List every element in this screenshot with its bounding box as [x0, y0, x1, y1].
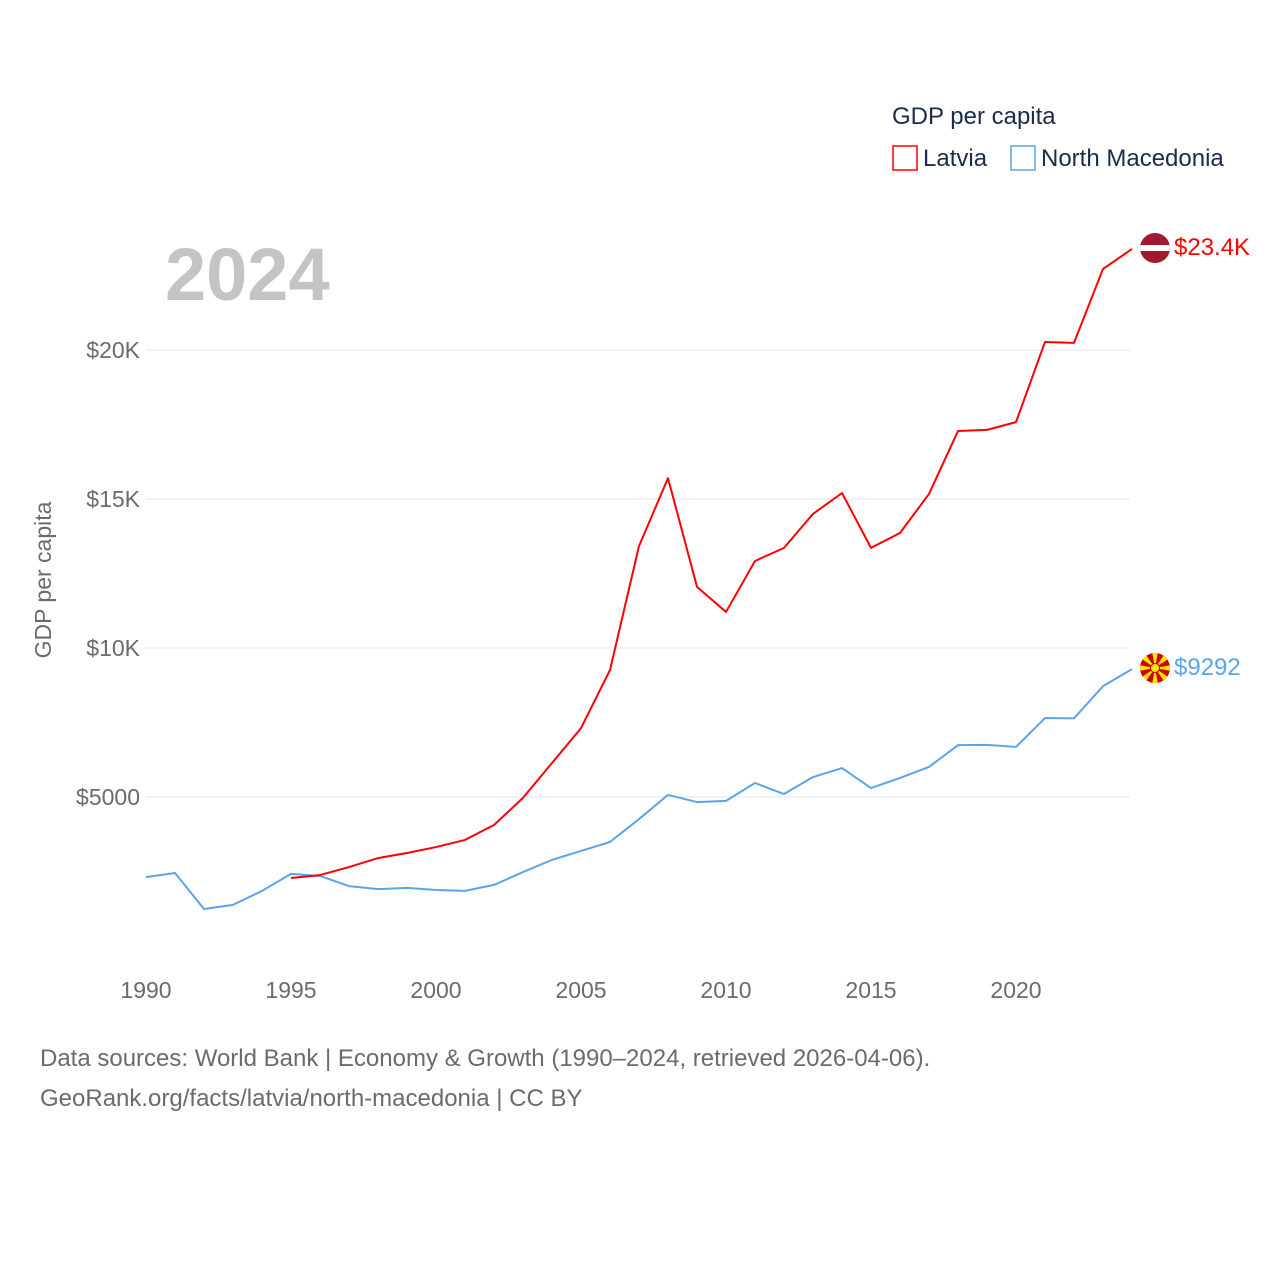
legend-item-north-macedonia[interactable]: North Macedonia	[1010, 145, 1224, 172]
north-macedonia-flag-icon	[1140, 653, 1170, 683]
y-tick-label: $15K	[86, 486, 140, 512]
latvia-flag-icon	[1140, 233, 1170, 263]
legend-title: GDP per capita	[892, 103, 1056, 130]
end-label-latvia: $23.4K	[1174, 234, 1250, 261]
footer-sources: Data sources: World Bank | Economy & Gro…	[40, 1045, 931, 1072]
legend-label-latvia: Latvia	[923, 145, 988, 172]
x-tick-label: 1995	[265, 977, 316, 1003]
x-tick-label: 2010	[700, 977, 751, 1003]
x-tick-label: 2000	[410, 977, 461, 1003]
legend-item-latvia[interactable]: Latvia	[892, 145, 988, 172]
legend-swatch-latvia	[892, 145, 918, 171]
legend-label-north-macedonia: North Macedonia	[1041, 145, 1224, 172]
series-line-latvia	[290, 248, 1133, 880]
end-label-north-macedonia: $9292	[1174, 654, 1241, 681]
x-tick-label: 2020	[990, 977, 1041, 1003]
x-tick-label: 2015	[845, 977, 896, 1003]
y-tick-label: $10K	[86, 635, 140, 661]
x-tick-label: 2005	[555, 977, 606, 1003]
x-tick-label: 1990	[120, 977, 171, 1003]
footer-link[interactable]: GeoRank.org/facts/latvia/north-macedonia…	[40, 1085, 583, 1112]
y-axis-label: GDP per capita	[30, 501, 56, 658]
legend-swatch-north-macedonia	[1010, 145, 1036, 171]
y-tick-label: $20K	[86, 337, 140, 363]
year-label: 2024	[165, 233, 330, 316]
y-tick-label: $5000	[76, 784, 140, 810]
series-line-north-macedonia	[145, 668, 1133, 911]
